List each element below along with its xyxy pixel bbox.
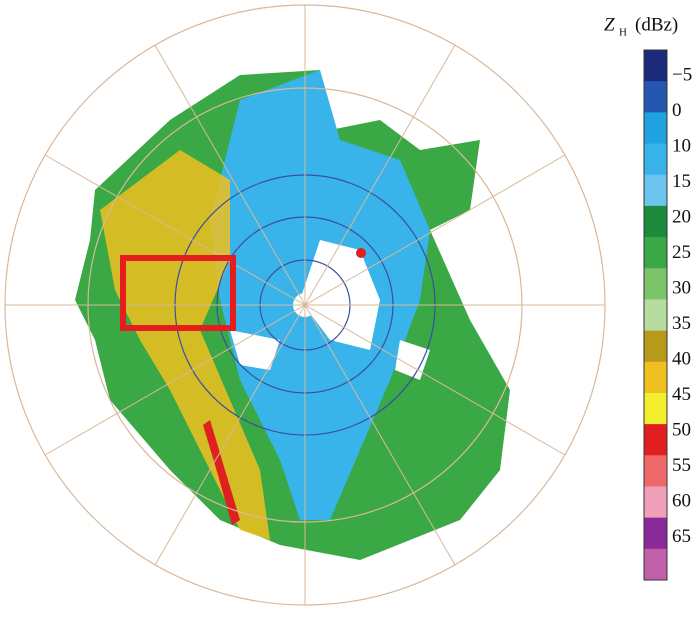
highlight-box (120, 255, 236, 331)
colorbar-segment (644, 143, 667, 176)
colorbar-segment (644, 268, 667, 300)
colorbar-segment (644, 517, 667, 550)
colorbar-tick-label: 10 (672, 135, 691, 156)
colorbar-segment (644, 205, 667, 238)
colorbar-subscript: H (619, 27, 627, 39)
colorbar-segment (644, 361, 667, 394)
colorbar-tick-label: 25 (672, 242, 691, 263)
colorbar-symbol: Z (604, 14, 615, 35)
radar-ppi (4, 4, 606, 606)
colorbar: Z H (dBz) −5 0 10 15 20 25 30 35 40 45 50 55 60 65 (604, 14, 692, 581)
colorbar-segment (644, 174, 667, 207)
colorbar-segment (644, 424, 667, 456)
colorbar-tick-label: 15 (672, 171, 691, 192)
site-marker (356, 248, 366, 258)
colorbar-tick-label: −5 (672, 64, 692, 85)
colorbar-tick-label: 65 (672, 526, 691, 547)
colorbar-tick-label: 0 (672, 100, 682, 121)
colorbar-segment (644, 392, 667, 425)
echo-gap (230, 240, 430, 380)
colorbar-tick-label: 45 (672, 384, 691, 405)
colorbar-segment (644, 299, 667, 332)
echo-red (203, 420, 240, 525)
colorbar-tick-label: 55 (672, 455, 691, 476)
echo-yellow (100, 150, 270, 540)
colorbar-tick-label: 30 (672, 277, 691, 298)
colorbar-unit: (dBz) (635, 14, 678, 35)
colorbar-tick-label: 60 (672, 490, 691, 511)
colorbar-segment (644, 112, 667, 145)
colorbar-segment (644, 455, 667, 487)
colorbar-tick-label: 40 (672, 348, 691, 369)
colorbar-segment (644, 237, 667, 269)
colorbar-segment (644, 50, 667, 82)
colorbar-tick-label: 35 (672, 313, 691, 334)
colorbar-tick-label: 20 (672, 206, 691, 227)
colorbar-segment (644, 81, 667, 113)
colorbar-segment (644, 486, 667, 519)
colorbar-frame (643, 49, 668, 581)
colorbar-tick-label: 50 (672, 419, 691, 440)
colorbar-segment (644, 548, 667, 581)
colorbar-segment (644, 330, 667, 363)
azimuth-lines (5, 5, 605, 605)
